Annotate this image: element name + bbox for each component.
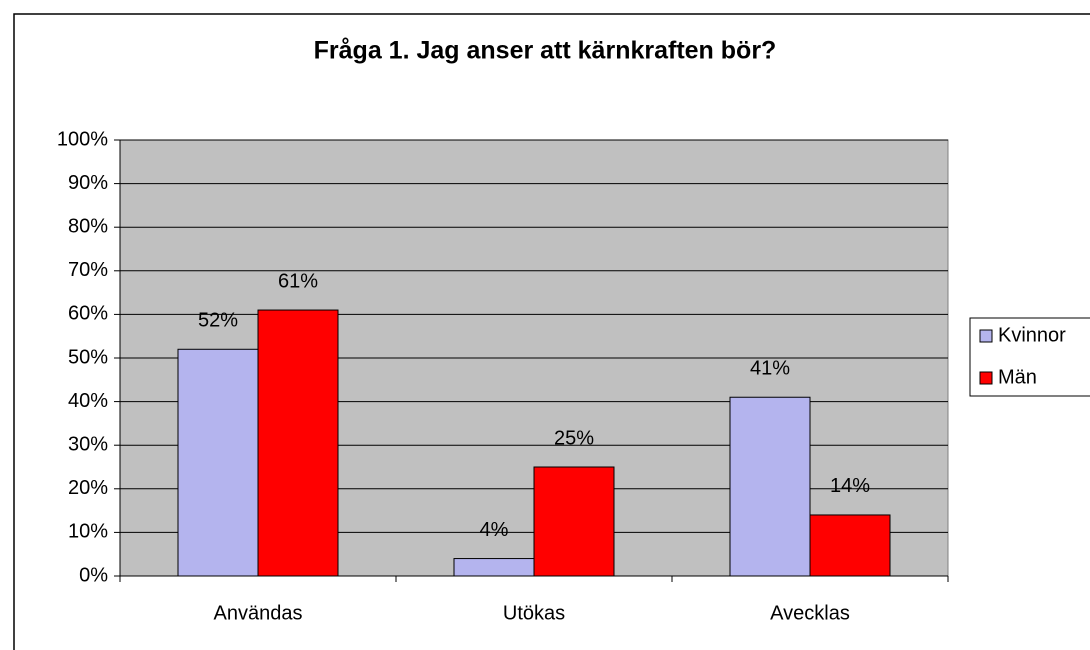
x-tick-label: Avecklas — [770, 602, 850, 624]
y-tick-label: 80% — [68, 215, 108, 237]
y-tick-label: 10% — [68, 521, 108, 543]
legend-label: Kvinnor — [998, 324, 1066, 346]
y-tick-label: 0% — [79, 564, 108, 586]
y-tick-label: 70% — [68, 259, 108, 281]
value-label: 61% — [278, 270, 318, 292]
value-label: 14% — [830, 475, 870, 497]
y-tick-label: 20% — [68, 477, 108, 499]
value-label: 41% — [750, 358, 790, 380]
legend-label: Män — [998, 366, 1037, 388]
y-tick-label: 30% — [68, 433, 108, 455]
y-tick-label: 90% — [68, 172, 108, 194]
bar — [809, 514, 891, 577]
bar — [177, 348, 259, 577]
y-tick-label: 50% — [68, 346, 108, 368]
x-tick-label: Utökas — [503, 602, 565, 624]
bar — [453, 558, 535, 577]
y-tick-label: 40% — [68, 390, 108, 412]
x-tick-label: Användas — [214, 602, 303, 624]
y-tick-label: 100% — [57, 128, 108, 150]
bar — [729, 396, 811, 577]
legend-swatch — [979, 329, 993, 343]
value-label: 52% — [198, 310, 238, 332]
value-label: 25% — [554, 427, 594, 449]
legend-swatch — [979, 371, 993, 385]
chart-title: Fråga 1. Jag anser att kärnkraften bör? — [314, 37, 777, 65]
bar — [533, 466, 615, 577]
y-tick-label: 60% — [68, 303, 108, 325]
value-label: 4% — [480, 519, 509, 541]
bar — [257, 309, 339, 577]
